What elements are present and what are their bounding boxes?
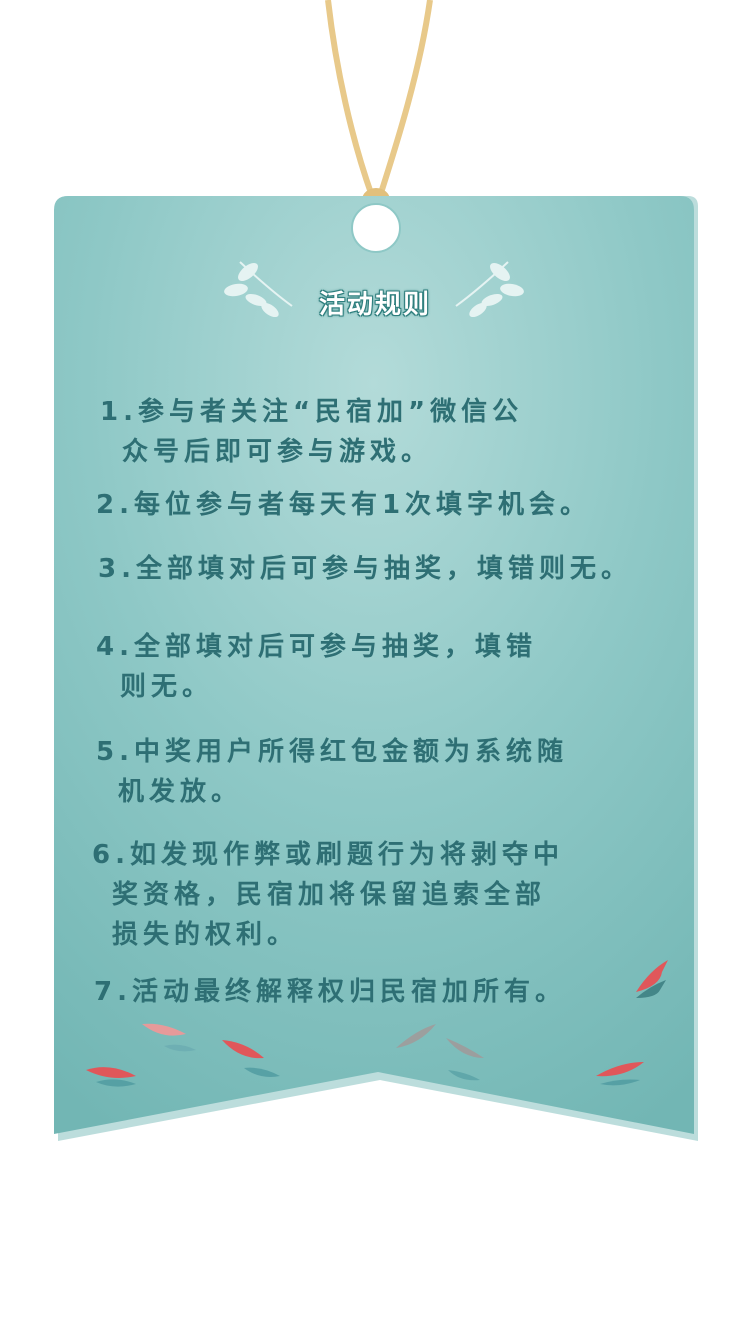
rule-item-6: 6.如发现作弊或刷题行为将剥夺中 奖资格，民宿加将保留追索全部 损失的权利。	[92, 840, 564, 950]
rule-item-4: 4.全部填对后可参与抽奖，填错 则无。	[96, 632, 537, 702]
rule-item-1: 1.参与者关注“民宿加”微信公 众号后即可参与游戏。	[100, 397, 524, 467]
koi-fish-icon-left	[86, 1067, 136, 1087]
rule-item-5: 5.中奖用户所得红包金额为系统随 机发放。	[96, 737, 568, 807]
koi-fish-icon-center-right	[396, 1024, 484, 1081]
koi-fish-icon-center	[222, 1040, 280, 1077]
card-hole	[352, 204, 400, 252]
koi-fish-icon-center-left	[142, 1023, 196, 1052]
hanging-string	[325, 0, 433, 212]
koi-fish-icon-top-right	[636, 960, 668, 998]
rule-item-3: 3.全部填对后可参与抽奖，填错则无。	[98, 554, 632, 584]
rule-item-7: 7.活动最终解释权归民宿加所有。	[94, 977, 566, 1007]
leaf-right-icon	[455, 261, 524, 318]
koi-fish-icon-right	[596, 1062, 644, 1086]
card-body	[54, 196, 694, 1134]
page-title: 活动规则	[318, 290, 431, 320]
rule-item-2: 2.每位参与者每天有1次填字机会。	[96, 490, 592, 520]
leaf-left-icon	[224, 261, 293, 318]
